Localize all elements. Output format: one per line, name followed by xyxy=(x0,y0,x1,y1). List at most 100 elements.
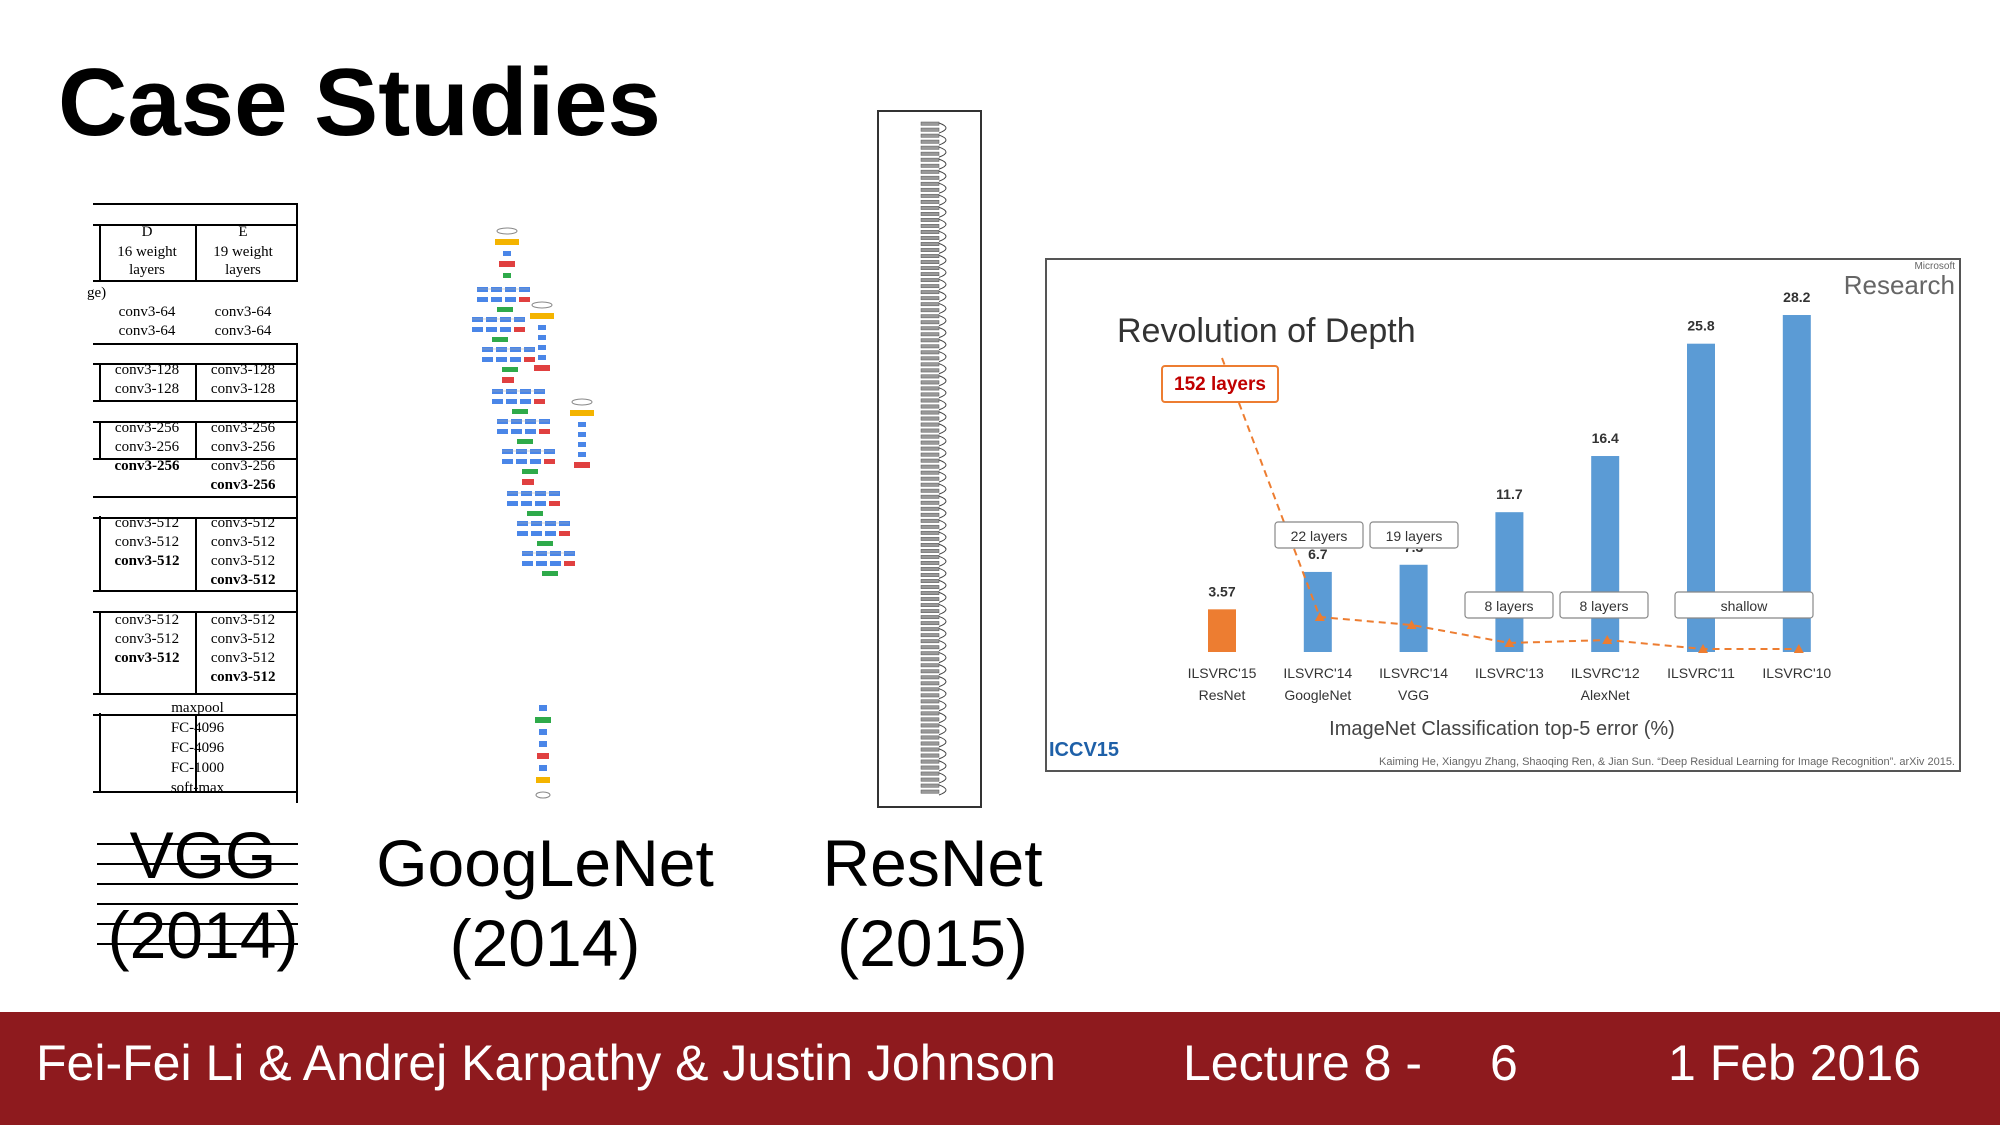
table-rule xyxy=(93,693,298,695)
table-rule xyxy=(93,343,298,345)
resnet-layer xyxy=(920,555,940,559)
googlenet-caption: GoogLeNet (2014) xyxy=(360,823,730,983)
vgg-caption: VGG (2014) xyxy=(98,815,308,975)
inception-conv xyxy=(496,347,507,352)
inception-conv xyxy=(496,357,507,362)
inception-conv xyxy=(559,531,570,536)
resnet-layer xyxy=(920,470,940,475)
skip-connection xyxy=(938,519,947,531)
resnet-layer xyxy=(920,404,940,409)
slide-title: Case Studies xyxy=(58,49,661,156)
data-label: 6.7 xyxy=(1308,546,1328,562)
inception-conv xyxy=(506,389,517,394)
resnet-layer xyxy=(920,747,940,752)
skip-connection xyxy=(938,652,947,664)
inception-conv xyxy=(510,347,521,352)
resnet-layer xyxy=(920,723,940,728)
inception-conv xyxy=(514,317,525,322)
chart-title: Revolution of Depth xyxy=(1117,312,1416,350)
resnet-layer xyxy=(920,151,940,156)
skip-connection xyxy=(938,748,947,760)
skip-connection xyxy=(938,254,947,266)
vgg-layer-cell: conv3-256 xyxy=(114,420,180,436)
resnet-layer xyxy=(920,145,940,150)
inception-conv xyxy=(545,521,556,526)
vgg-tail-cell: FC-1000 xyxy=(170,760,225,776)
inception-conv xyxy=(550,561,561,566)
resnet-layer xyxy=(920,615,940,620)
resnet-layer xyxy=(920,759,940,764)
skip-connection xyxy=(938,266,947,278)
vgg-layer-cell: conv3-64 xyxy=(118,323,176,339)
skip-connection xyxy=(938,471,947,483)
resnet-layer xyxy=(920,440,940,445)
vgg-layer-cell: conv3-256 xyxy=(210,420,276,436)
skip-connection xyxy=(938,423,947,435)
inception-conv xyxy=(497,429,508,434)
resnet-layer xyxy=(920,133,940,138)
trend-marker xyxy=(1314,612,1325,621)
resnet-layer xyxy=(920,434,940,439)
resnet-layer xyxy=(920,549,940,553)
inception-conv xyxy=(514,327,525,332)
table-rule xyxy=(195,517,197,590)
table-rule xyxy=(99,363,101,400)
skip-connection xyxy=(938,182,947,194)
skip-connection xyxy=(938,555,947,567)
resnet-layer xyxy=(920,789,940,794)
vgg-layer-cell: conv3-512 xyxy=(114,553,180,569)
resnet-layer xyxy=(920,669,940,674)
googlenet-name: GoogLeNet xyxy=(376,826,714,900)
skip-connection xyxy=(938,158,947,170)
aux-softmax xyxy=(570,410,594,416)
resnet-layer xyxy=(920,326,940,331)
resnet-layer xyxy=(920,416,940,421)
resnet-layer xyxy=(920,380,940,385)
skip-connection xyxy=(938,760,947,772)
aux-layer xyxy=(538,345,546,350)
skip-connection xyxy=(938,146,947,158)
resnet-layer xyxy=(920,157,940,162)
resnet-layer xyxy=(920,121,940,126)
vgg-layer-cell: conv3-64 xyxy=(118,304,176,320)
aux-layer xyxy=(578,442,586,447)
skip-connection xyxy=(938,772,947,784)
depth-label-vgg: 19 layers xyxy=(1386,528,1443,544)
resnet-layer xyxy=(920,139,940,144)
inception-concat xyxy=(527,511,543,516)
tail-node xyxy=(535,717,551,723)
x-axis-label: ImageNet Classification top-5 error (%) xyxy=(1329,718,1675,740)
resnet-layer xyxy=(920,163,940,168)
table-rule xyxy=(93,400,298,402)
resnet-layer xyxy=(920,633,940,638)
inception-conv xyxy=(506,399,517,404)
chart-citation: Kaiming He, Xiangyu Zhang, Shaoqing Ren,… xyxy=(1378,756,1955,768)
skip-connection xyxy=(938,278,947,290)
resnet-layer xyxy=(920,735,940,740)
x-tick-label: ILSVRC'12 xyxy=(1571,665,1640,681)
node-pool xyxy=(503,251,511,256)
resnet-layer xyxy=(920,302,940,307)
resnet-diagram xyxy=(877,110,982,808)
vgg-layer-cell: conv3-512 xyxy=(210,572,276,588)
table-rule xyxy=(296,203,298,280)
inception-conv xyxy=(544,449,555,454)
inception-conv xyxy=(549,491,560,496)
skip-connection xyxy=(938,579,947,591)
inception-conv xyxy=(522,561,533,566)
inception-concat xyxy=(542,571,558,576)
vgg-layer-cell: conv3-64 xyxy=(214,323,272,339)
aux-output xyxy=(531,301,553,309)
table-fragment: ge) xyxy=(87,285,107,301)
table-rule xyxy=(93,791,298,793)
skip-connection xyxy=(938,591,947,603)
inception-conv xyxy=(497,419,508,424)
inception-conv xyxy=(521,491,532,496)
resnet-layer xyxy=(920,627,940,632)
vgg-layer-cell: conv3-512 xyxy=(210,650,276,666)
x-tick-label: ILSVRC'14 xyxy=(1379,665,1448,681)
footer-authors: Fei-Fei Li & Andrej Karpathy & Justin Jo… xyxy=(36,1035,1056,1091)
resnet-layer xyxy=(920,236,940,240)
vgg-tail-cell: maxpool xyxy=(171,700,224,716)
x-tick-label: ILSVRC'14 xyxy=(1283,665,1352,681)
